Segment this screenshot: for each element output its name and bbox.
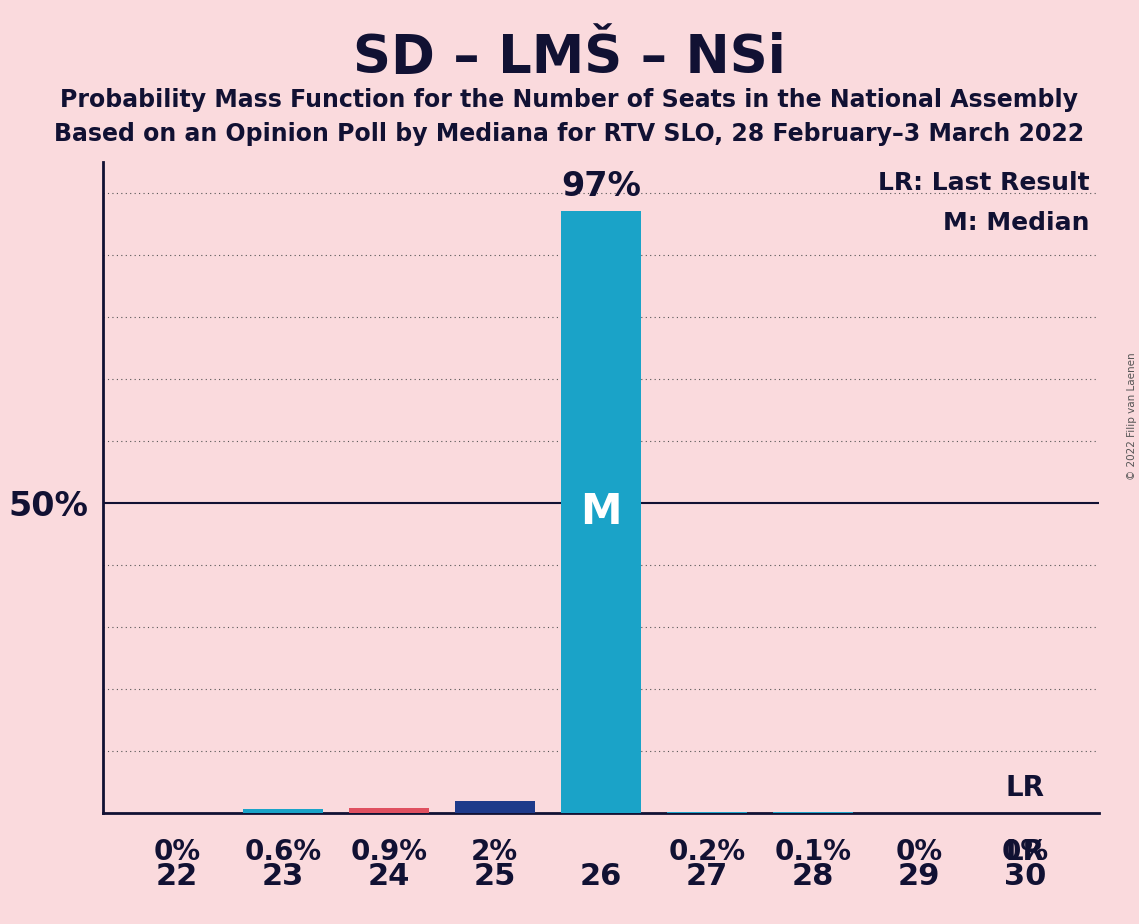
Text: 0%: 0% (153, 838, 200, 866)
Text: Based on an Opinion Poll by Mediana for RTV SLO, 28 February–3 March 2022: Based on an Opinion Poll by Mediana for … (55, 122, 1084, 146)
Text: 0%: 0% (1001, 838, 1049, 866)
Text: LR: LR (1006, 774, 1044, 802)
Text: LR: Last Result: LR: Last Result (877, 172, 1089, 196)
Bar (562, 212, 640, 813)
Text: LR: LR (1006, 838, 1044, 866)
Text: Probability Mass Function for the Number of Seats in the National Assembly: Probability Mass Function for the Number… (60, 88, 1079, 112)
Text: 2%: 2% (472, 838, 518, 866)
Text: 0%: 0% (895, 838, 942, 866)
Text: 0.6%: 0.6% (244, 838, 321, 866)
Bar (667, 812, 746, 813)
Text: 97%: 97% (560, 170, 641, 203)
Bar (456, 801, 534, 813)
Text: M: M (580, 492, 622, 533)
Text: © 2022 Filip van Laenen: © 2022 Filip van Laenen (1126, 352, 1137, 480)
Bar (349, 808, 428, 813)
Text: 0.2%: 0.2% (669, 838, 745, 866)
Text: SD – LMŠ – NSi: SD – LMŠ – NSi (353, 32, 786, 84)
Text: 0.9%: 0.9% (351, 838, 427, 866)
Text: M: Median: M: Median (943, 211, 1089, 235)
Bar (243, 809, 322, 813)
Text: 0.1%: 0.1% (775, 838, 851, 866)
